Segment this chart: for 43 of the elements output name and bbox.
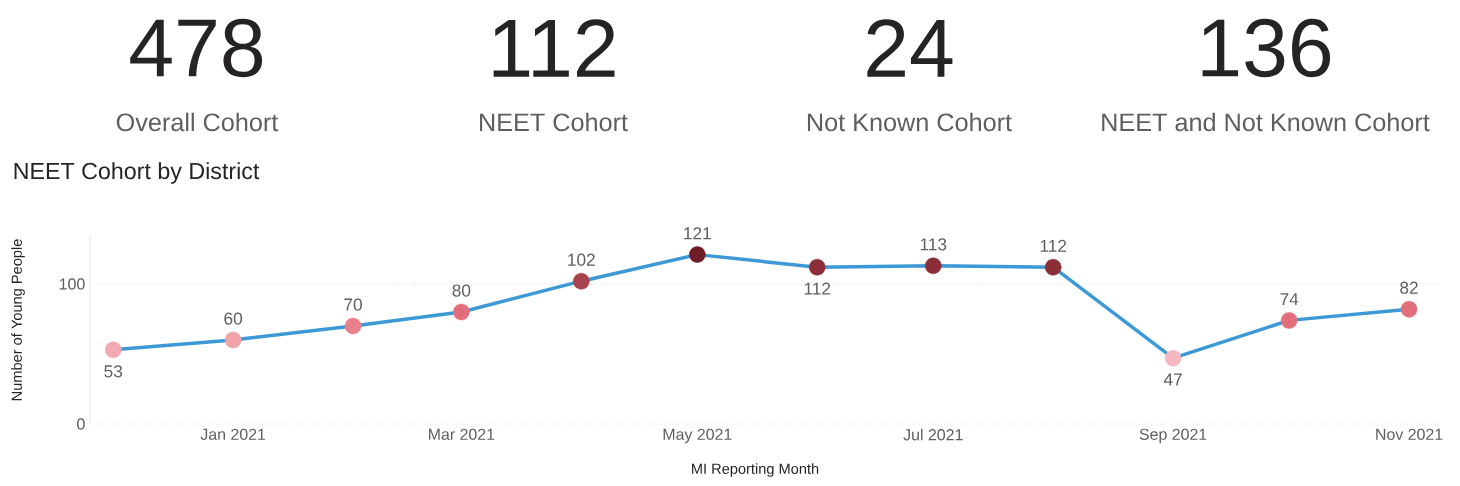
point (1044, 258, 1062, 276)
x-tick-label: Sep 2021 (1139, 428, 1207, 444)
point (104, 341, 122, 359)
text: 112 (493, 19, 615, 77)
y-tick-label: 100 (59, 278, 85, 290)
chart-title: NEET Cohort by District (14, 162, 260, 184)
point (453, 303, 470, 321)
text: NEET Cohort (480, 112, 628, 132)
data-label: 121 (684, 227, 711, 240)
point (1280, 312, 1298, 329)
text: 24 (867, 19, 953, 77)
data-label: 53 (104, 365, 123, 378)
text: NEET and Not Known Cohort (1102, 112, 1430, 132)
data-label: 112 (804, 282, 831, 295)
data-label: 80 (452, 284, 471, 297)
text: Not Known Cohort (807, 112, 1012, 132)
point (1164, 349, 1182, 367)
data-label: 74 (1280, 293, 1299, 306)
x-tick-label: Jan 2021 (200, 428, 266, 440)
point (224, 331, 242, 349)
point (344, 317, 362, 335)
point (1400, 300, 1418, 318)
point (572, 272, 590, 290)
data-label: 82 (1400, 281, 1418, 294)
data-label: 102 (568, 253, 595, 266)
y-tick-label: 0 (77, 418, 85, 430)
point (925, 257, 942, 275)
data-label: 60 (224, 312, 243, 325)
point (689, 246, 706, 263)
data-label: 112 (1040, 239, 1067, 252)
data-label: 113 (920, 238, 947, 251)
data-label: 47 (1163, 373, 1182, 386)
y-axis-title: Number of Young People (11, 239, 25, 401)
x-axis-title: MI Reporting Month (692, 463, 819, 477)
x-tick-label: Mar 2021 (428, 428, 495, 440)
data-label: 70 (344, 298, 362, 311)
point (808, 258, 826, 276)
x-tick-label: Jul 2021 (903, 428, 963, 441)
text: Overall Cohort (116, 112, 279, 132)
text: 478 (130, 18, 263, 78)
x-tick-label: Nov 2021 (1376, 428, 1443, 440)
x-tick-label: May 2021 (663, 428, 732, 444)
text: 136 (1202, 18, 1331, 78)
